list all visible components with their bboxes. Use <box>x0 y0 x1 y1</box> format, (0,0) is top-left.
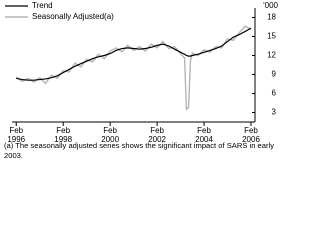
x-tick-label: Feb 2006 <box>242 126 260 144</box>
chart: '000 3 6 9 12 15 18 Trend Seasonally Adjusted(a… <box>4 1 279 160</box>
series-line <box>15 25 252 111</box>
y-tick-label: 18 <box>267 13 276 22</box>
y-tick-label: 15 <box>267 32 276 41</box>
x-tick-label: Feb 2002 <box>148 126 166 144</box>
legend-label: Trend <box>32 1 53 10</box>
x-tick-label: Feb 2004 <box>195 126 213 144</box>
series-line <box>16 27 252 81</box>
footnote: (a) The seasonally adjusted series shows… <box>4 141 274 160</box>
y-tick-label: 6 <box>272 89 277 98</box>
x-tick-label: Feb 2000 <box>101 126 120 144</box>
legend-label: Seasonally Adjusted(a) <box>32 12 114 21</box>
plot: '000 3 6 9 12 15 18 Trend Seasonally Adjusted(a… <box>5 1 279 126</box>
y-tick-label: 3 <box>272 108 277 117</box>
x-tick-label: Feb 1998 <box>54 126 73 144</box>
y-axis-label: '000 <box>263 1 278 10</box>
y-tick-label: 12 <box>267 51 276 60</box>
y-tick-label: 9 <box>272 70 277 79</box>
x-tick-label: Feb 1996 <box>7 126 26 144</box>
